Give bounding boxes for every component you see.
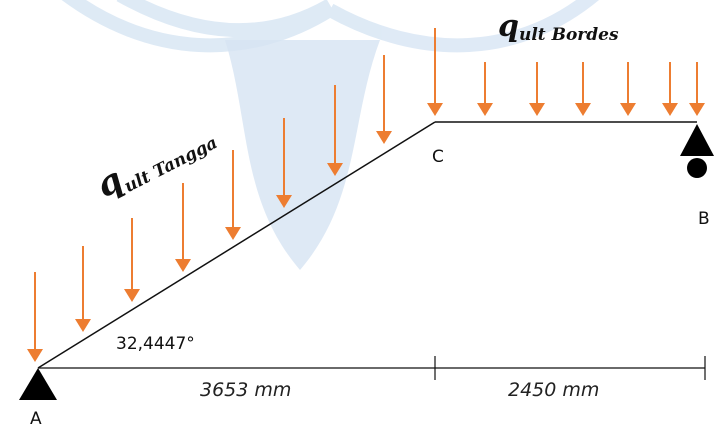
watermark-wave: [326, 0, 599, 53]
load-arrow: [689, 103, 705, 116]
load-label: qult Tangga: [90, 113, 221, 207]
load-subscript: ult Bordes: [519, 25, 619, 45]
load-label: qult Bordes: [498, 9, 619, 45]
load-arrow: [75, 319, 91, 332]
load-arrow: [529, 103, 545, 116]
watermark-wave: [116, 0, 334, 38]
watermark: [61, 0, 599, 53]
load-arrow: [225, 227, 241, 240]
load-arrow: [575, 103, 591, 116]
node-label: A: [30, 409, 42, 429]
load-arrow: [427, 103, 443, 116]
support-b: [680, 124, 714, 156]
dimension-label: 3653 mm: [200, 379, 291, 401]
node-label: B: [698, 209, 710, 229]
support-a: [19, 368, 57, 400]
angle-label: 32,4447°: [116, 334, 195, 354]
load-arrow: [477, 103, 493, 116]
load-arrow: [124, 289, 140, 302]
load-arrow: [662, 103, 678, 116]
load-arrow: [175, 259, 191, 272]
load-symbol: q: [498, 9, 519, 44]
load-subscript: ult Tangga: [121, 133, 221, 197]
load-arrows: [27, 28, 705, 362]
load-arrow: [327, 163, 343, 176]
watermark-drop: [225, 40, 380, 270]
load-arrow: [276, 195, 292, 208]
dimension-label: 2450 mm: [508, 379, 599, 401]
load-arrow: [27, 349, 43, 362]
stair-member: [37, 121, 436, 369]
load-arrow: [620, 103, 636, 116]
load-arrow: [376, 131, 392, 144]
support-b-roller: [687, 158, 707, 178]
node-label: C: [432, 147, 444, 167]
